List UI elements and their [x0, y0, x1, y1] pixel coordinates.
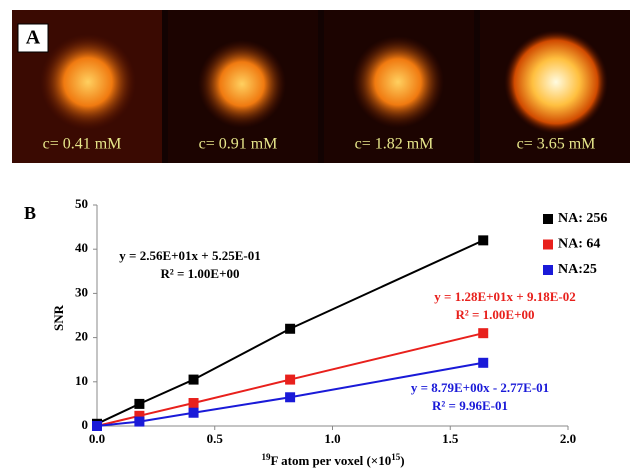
x-tick-label: 0.0 [89, 431, 105, 446]
y-tick-label: 20 [75, 329, 88, 344]
marker [478, 235, 489, 246]
equation: y = 2.56E+01x + 5.25E-01 [119, 248, 260, 263]
x-tick-label: 1.0 [324, 431, 340, 446]
marker [188, 374, 199, 385]
legend-label: NA: 256 [558, 211, 607, 226]
marker [478, 328, 489, 339]
y-tick-label: 10 [75, 373, 88, 388]
marker [134, 398, 145, 409]
legend-label: NA: 64 [558, 237, 600, 252]
legend-label: NA:25 [558, 262, 597, 277]
x-label-end: ) [400, 453, 404, 468]
marker [134, 416, 145, 427]
r-squared: R² = 1.00E+00 [160, 266, 239, 281]
x-label-main: F atom per voxel (×10 [270, 453, 391, 468]
blob [352, 36, 444, 128]
y-tick-label: 30 [75, 284, 88, 299]
x-label-sup: 19 [261, 452, 271, 462]
blob [504, 30, 608, 134]
legend-marker [543, 239, 553, 250]
blob [198, 40, 286, 128]
r-squared: R² = 1.00E+00 [455, 307, 534, 322]
caption: c= 0.91 mM [199, 136, 278, 153]
equation: y = 1.28E+01x + 9.18E-02 [434, 289, 575, 304]
marker [285, 392, 296, 403]
panel-label: B [24, 203, 36, 223]
blob [40, 34, 136, 130]
marker [188, 398, 199, 409]
caption: c= 3.65 mM [517, 136, 596, 153]
x-tick-label: 0.5 [207, 431, 224, 446]
x-label-sup: 15 [391, 452, 401, 462]
y-axis-label: SNR [51, 304, 66, 331]
marker [478, 357, 489, 368]
marker [134, 410, 145, 421]
legend-marker [543, 214, 553, 224]
legend-marker [543, 265, 553, 275]
marker [188, 407, 199, 418]
caption: c= 1.82 mM [355, 136, 434, 153]
marker [92, 421, 102, 431]
x-tick-label: 1.5 [442, 431, 459, 446]
marker [285, 374, 296, 385]
x-axis-label: 19F atom per voxel (×1015) [261, 452, 404, 468]
equation: y = 8.79E+00x - 2.77E-01 [411, 380, 549, 395]
r-squared: R² = 9.96E-01 [432, 398, 508, 413]
caption: c= 0.41 mM [43, 136, 122, 153]
marker [285, 323, 296, 334]
panel-label: A [26, 27, 41, 49]
y-tick-label: 50 [75, 196, 88, 211]
y-tick-label: 0 [82, 417, 89, 432]
panel-label-box [17, 23, 49, 53]
x-tick-label: 2.0 [560, 431, 576, 446]
y-tick-label: 40 [75, 240, 88, 255]
images [12, 10, 630, 163]
